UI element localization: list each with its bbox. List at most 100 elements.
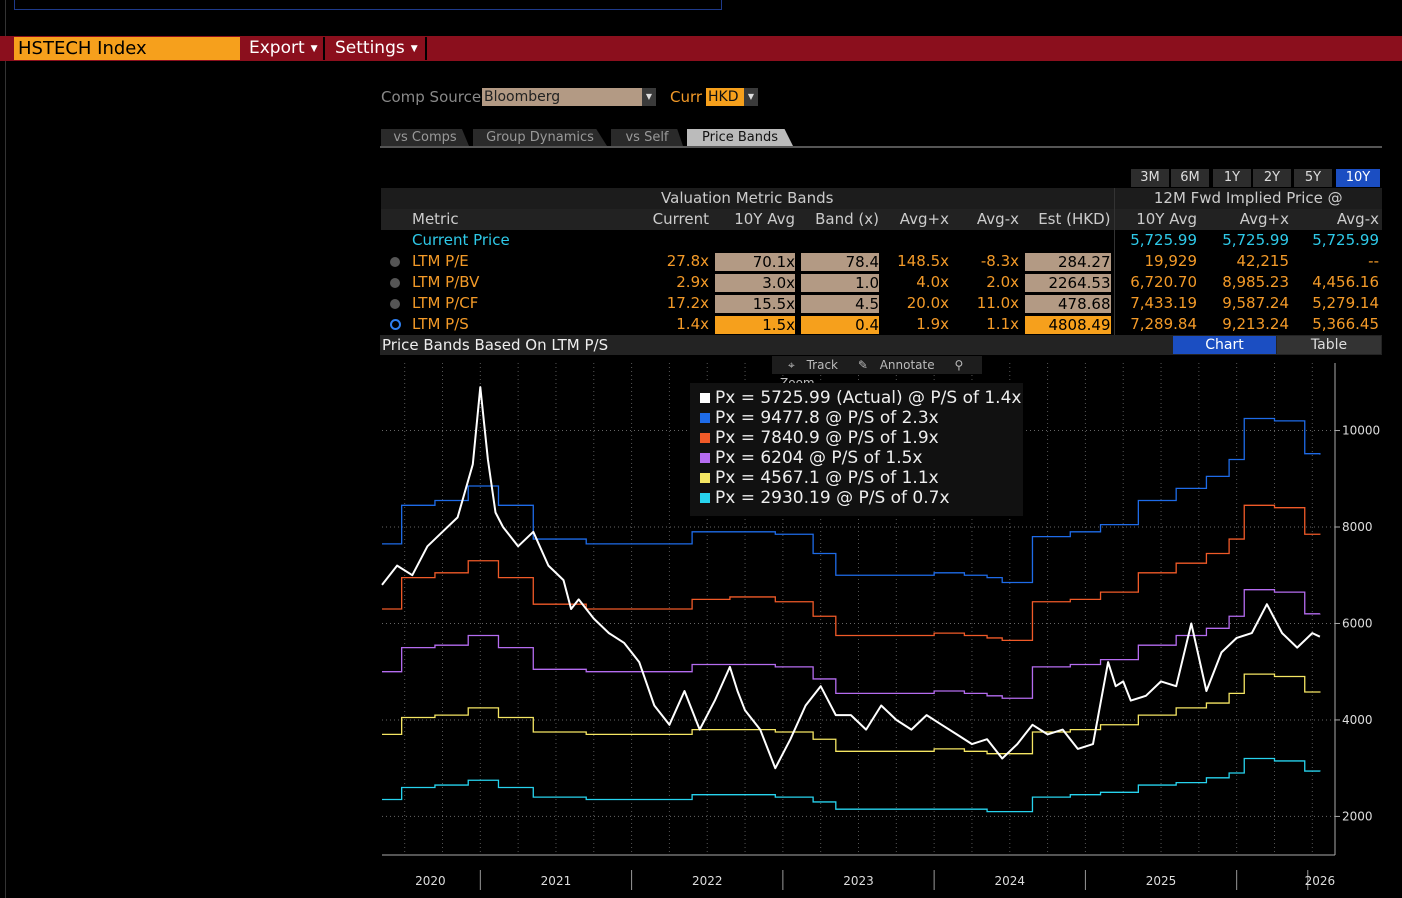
tab-vs-self[interactable]: vs Self [611,129,683,146]
y-tick-label: 10000 [1342,424,1380,438]
export-menu[interactable]: Export ▼ [243,37,325,60]
table-row[interactable]: LTM P/CF 17.2x 15.5x 4.5 20.0x 11.0x 478… [381,293,1382,314]
cell-implied-plus: 9,213.24 [1200,314,1292,335]
legend-label: Px = 6204 @ P/S of 1.5x [715,448,923,468]
legend-label: Px = 2930.19 @ P/S of 0.7x [715,488,950,508]
table-view-button[interactable]: Table [1277,336,1381,354]
annotate-tool[interactable]: ✎ Annotate [850,358,935,372]
cell-implied-avg: 7,433.19 [1113,293,1200,314]
cell-implied-avg: 19,929 [1113,251,1200,272]
legend-label: Px = 5725.99 (Actual) @ P/S of 1.4x [715,388,1022,408]
col-metric[interactable]: Metric [409,209,645,230]
chart-view-button[interactable]: Chart [1173,336,1276,354]
x-tick-label: 2026 [1305,874,1336,888]
cell-avg-minus: 1.1x [952,314,1022,335]
legend-item: Px = 2930.19 @ P/S of 0.7x [700,488,950,508]
magnifier-icon: ⚲ [954,358,964,372]
cell-current: 17.2x [645,293,712,314]
left-divider [5,0,6,898]
chart-legend: Px = 5725.99 (Actual) @ P/S of 1.4x Px =… [690,383,1023,516]
settings-menu-label: Settings [335,38,405,58]
cell-implied-avg: 6,720.70 [1113,272,1200,293]
track-tool[interactable]: ⌖ Track [780,358,838,372]
cell-band[interactable]: 4.5 [801,295,879,313]
radio-button-selected[interactable] [389,319,401,330]
x-tick-label: 2025 [1146,874,1177,888]
radio-button[interactable] [390,299,400,309]
table-column-header: Metric Current 10Y Avg Band (x) Avg+x Av… [381,209,1382,230]
currency-value: HKD [708,89,739,105]
col-band[interactable]: Band (x) [798,209,882,230]
current-price-label: Current Price [409,230,645,251]
actual-price-line [381,386,1321,770]
cell-band[interactable]: 0.4 [801,316,879,334]
chevron-down-icon: ▼ [642,88,656,106]
col-current[interactable]: Current [645,209,712,230]
cell-avg[interactable]: 3.0x [715,274,795,292]
ticker-field[interactable]: HSTECH Index [14,37,240,60]
period-5y-button[interactable]: 5Y [1294,169,1332,187]
legend-label: Px = 4567.1 @ P/S of 1.1x [715,468,939,488]
cell-band[interactable]: 1.0 [801,274,879,292]
cell-implied-minus: 5,725.99 [1292,230,1382,251]
legend-swatch [700,413,710,423]
cell-avg[interactable]: 15.5x [715,295,795,313]
cell-avg[interactable]: 70.1x [715,253,795,271]
legend-item: Px = 9477.8 @ P/S of 2.3x [700,408,939,428]
cell-band[interactable]: 78.4 [801,253,879,271]
tab-price-bands[interactable]: Price Bands [687,129,793,146]
table-row-selected[interactable]: LTM P/S 1.4x 1.5x 0.4 1.9x 1.1x 4808.49 … [381,314,1382,335]
period-10y-button[interactable]: 10Y [1336,169,1380,187]
table-row[interactable]: LTM P/E 27.8x 70.1x 78.4 148.5x -8.3x 28… [381,251,1382,272]
col-implied-10y-avg[interactable]: 10Y Avg [1113,209,1200,230]
legend-swatch [700,393,710,403]
chevron-down-icon: ▼ [410,44,418,54]
settings-menu[interactable]: Settings ▼ [329,37,427,60]
col-implied-avg-minus[interactable]: Avg-x [1292,209,1382,230]
cell-avg-plus: 148.5x [882,251,952,272]
col-avg-plus[interactable]: Avg+x [882,209,952,230]
comp-source-value: Bloomberg [484,89,561,105]
radio-button[interactable] [390,278,400,288]
period-2y-button[interactable]: 2Y [1253,169,1291,187]
cell-implied-avg: 7,289.84 [1113,314,1200,335]
currency-label: Curr [670,88,703,106]
y-tick-label: 2000 [1342,809,1373,823]
period-6m-button[interactable]: 6M [1171,169,1209,187]
chevron-down-icon: ▼ [310,44,318,54]
cell-est[interactable]: 4808.49 [1025,316,1111,334]
col-10y-avg[interactable]: 10Y Avg [712,209,798,230]
legend-swatch [700,433,710,443]
col-avg-minus[interactable]: Avg-x [952,209,1022,230]
legend-label: Px = 7840.9 @ P/S of 1.9x [715,428,939,448]
period-1y-button[interactable]: 1Y [1213,169,1251,187]
cell-metric: LTM P/BV [409,272,645,293]
legend-swatch [700,493,710,503]
radio-button[interactable] [390,257,400,267]
chart-axes: 2000 4000 6000 8000 10000 2020 2021 2022 2023 202… [382,363,1380,890]
actual-price-series [381,386,1321,770]
band-series-line [382,417,1321,584]
cell-est[interactable]: 478.68 [1025,295,1111,313]
legend-swatch [700,473,710,483]
legend-swatch [700,453,710,463]
cell-implied-plus: 5,725.99 [1200,230,1292,251]
currency-dropdown[interactable]: HKD ▼ [706,88,758,106]
tab-vs-comps[interactable]: vs Comps [381,129,469,146]
cell-avg-plus: 4.0x [882,272,952,293]
cell-current: 27.8x [645,251,712,272]
cell-implied-minus: -- [1292,251,1382,272]
cell-avg[interactable]: 1.5x [715,316,795,334]
tab-group-dynamics[interactable]: Group Dynamics [473,129,607,146]
cell-est[interactable]: 284.27 [1025,253,1111,271]
table-row[interactable]: LTM P/BV 2.9x 3.0x 1.0 4.0x 2.0x 2264.53… [381,272,1382,293]
col-est[interactable]: Est (HKD) [1022,209,1114,230]
band-series-line [382,673,1321,755]
period-3m-button[interactable]: 3M [1131,169,1169,187]
col-implied-avg-plus[interactable]: Avg+x [1200,209,1292,230]
cell-est[interactable]: 2264.53 [1025,274,1111,292]
annotate-label: Annotate [879,358,935,372]
x-tick-label: 2024 [994,874,1025,888]
comp-source-dropdown[interactable]: Bloomberg ▼ [482,88,656,106]
cell-implied-plus: 9,587.24 [1200,293,1292,314]
